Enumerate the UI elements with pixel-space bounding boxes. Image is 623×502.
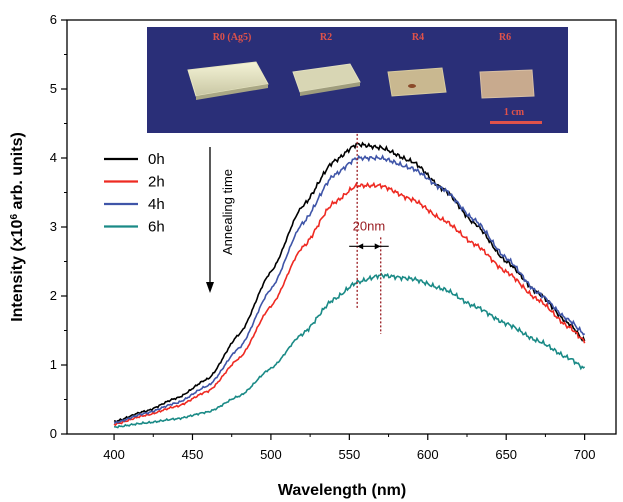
photo-label-r6: R6 [499,32,511,43]
x-tick-label-500: 500 [260,447,282,462]
y-tick-label-3: 3 [50,219,57,234]
sample-r2 [292,63,361,96]
y-tick-label-1: 1 [50,357,57,372]
sample-r6 [479,69,535,99]
legend-label-6h: 6h [148,219,165,236]
y-tick-label-6: 6 [50,12,57,27]
photo-label-r0: R0 (Ag5) [213,32,252,43]
y-tick-label-4: 4 [50,150,57,165]
shift-arrowhead-left [357,243,364,250]
x-tick-label-600: 600 [417,447,439,462]
peak-shift-annotation: 20nm [349,133,389,334]
y-tick-label-0: 0 [50,426,57,441]
legend-label-2h: 2h [148,174,165,191]
series-line-6h [113,272,586,429]
svg-text:Annealing time: Annealing time [220,169,235,255]
sample-r4 [387,67,447,97]
x-tick-label-700: 700 [574,447,596,462]
series-line-0h [113,141,586,423]
scale-bar-label: 1 cm [504,107,525,118]
y-axis-ticks: 0 1 2 3 4 5 6 [50,12,67,441]
x-tick-label-400: 400 [103,447,125,462]
x-tick-label-650: 650 [495,447,517,462]
legend-label-4h: 4h [148,196,165,213]
photo-label-r4: R4 [412,32,424,43]
shift-label: 20nm [353,218,386,233]
legend-label-0h: 0h [148,151,165,168]
x-axis-ticks: 400 450 500 550 600 650 700 [103,434,595,462]
series-lines [113,141,586,429]
scale-bar [490,121,542,124]
annealing-time-arrow: Annealing time [206,147,235,293]
x-tick-label-550: 550 [338,447,360,462]
series-line-4h [113,154,586,424]
shift-arrowhead-right [374,243,381,250]
legend: 0h 2h 4h 6h [104,151,165,236]
x-tick-label-450: 450 [182,447,204,462]
y-tick-label-2: 2 [50,288,57,303]
series-line-2h [113,181,586,427]
x-axis-label: Wavelength (nm) [278,482,406,499]
y-tick-label-5: 5 [50,81,57,96]
inset-photo: R0 (Ag5) R2 R4 R6 1 cm [147,27,568,133]
sample-r0 [187,61,269,100]
y-axis-label: Intensity (x106 arb. units) [9,132,27,322]
photo-label-r2: R2 [320,32,332,43]
